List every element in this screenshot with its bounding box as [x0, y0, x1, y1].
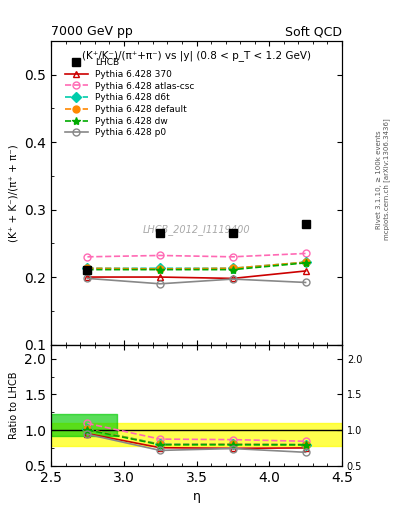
Pythia 6.428 p0: [158, 281, 163, 287]
Pythia 6.428 dw: [303, 260, 308, 266]
Text: 7000 GeV pp: 7000 GeV pp: [51, 26, 133, 38]
LHCB: [158, 230, 163, 236]
Pythia 6.428 dw: [231, 267, 235, 273]
Line: Pythia 6.428 dw: Pythia 6.428 dw: [83, 259, 310, 274]
Pythia 6.428 default: [85, 265, 90, 271]
Pythia 6.428 dw: [85, 267, 90, 273]
LHCB: [85, 267, 90, 273]
LHCB: [303, 221, 308, 227]
Pythia 6.428 p0: [303, 280, 308, 286]
Pythia 6.428 default: [303, 259, 308, 265]
Text: mcplots.cern.ch [arXiv:1306.3436]: mcplots.cern.ch [arXiv:1306.3436]: [384, 118, 391, 240]
Pythia 6.428 p0: [85, 275, 90, 282]
Pythia 6.428 atlas-csc: [303, 250, 308, 257]
Pythia 6.428 370: [158, 274, 163, 280]
Line: Pythia 6.428 370: Pythia 6.428 370: [84, 267, 309, 282]
Pythia 6.428 p0: [231, 276, 235, 282]
Line: Pythia 6.428 p0: Pythia 6.428 p0: [84, 275, 309, 287]
Pythia 6.428 370: [231, 275, 235, 282]
Pythia 6.428 atlas-csc: [85, 254, 90, 260]
Pythia 6.428 370: [85, 274, 90, 280]
Text: Rivet 3.1.10, ≥ 100k events: Rivet 3.1.10, ≥ 100k events: [376, 130, 382, 228]
Text: Soft QCD: Soft QCD: [285, 26, 342, 38]
X-axis label: η: η: [193, 490, 200, 503]
Legend: LHCB, Pythia 6.428 370, Pythia 6.428 atlas-csc, Pythia 6.428 d6t, Pythia 6.428 d: LHCB, Pythia 6.428 370, Pythia 6.428 atl…: [61, 55, 198, 141]
Pythia 6.428 dw: [158, 267, 163, 273]
Line: LHCB: LHCB: [83, 220, 310, 274]
Text: (K⁺/K⁻)/(π⁺+π⁻) vs |y| (0.8 < p_T < 1.2 GeV): (K⁺/K⁻)/(π⁺+π⁻) vs |y| (0.8 < p_T < 1.2 …: [82, 50, 311, 61]
Line: Pythia 6.428 default: Pythia 6.428 default: [84, 259, 309, 272]
Pythia 6.428 atlas-csc: [158, 252, 163, 259]
Pythia 6.428 370: [303, 268, 308, 274]
LHCB: [231, 230, 235, 236]
Pythia 6.428 default: [231, 265, 235, 271]
Line: Pythia 6.428 d6t: Pythia 6.428 d6t: [84, 259, 309, 272]
Text: LHCB_2012_I1119400: LHCB_2012_I1119400: [143, 224, 250, 234]
Y-axis label: (K⁺ + K⁻)/(π⁺ + π⁻): (K⁺ + K⁻)/(π⁺ + π⁻): [9, 144, 19, 242]
Pythia 6.428 d6t: [158, 265, 163, 271]
Line: Pythia 6.428 atlas-csc: Pythia 6.428 atlas-csc: [84, 250, 309, 260]
Pythia 6.428 d6t: [85, 265, 90, 271]
Pythia 6.428 d6t: [303, 259, 308, 265]
Y-axis label: Ratio to LHCB: Ratio to LHCB: [9, 372, 19, 439]
Bar: [51, 423, 342, 446]
Pythia 6.428 default: [158, 266, 163, 272]
Pythia 6.428 d6t: [231, 265, 235, 271]
Pythia 6.428 atlas-csc: [231, 254, 235, 260]
